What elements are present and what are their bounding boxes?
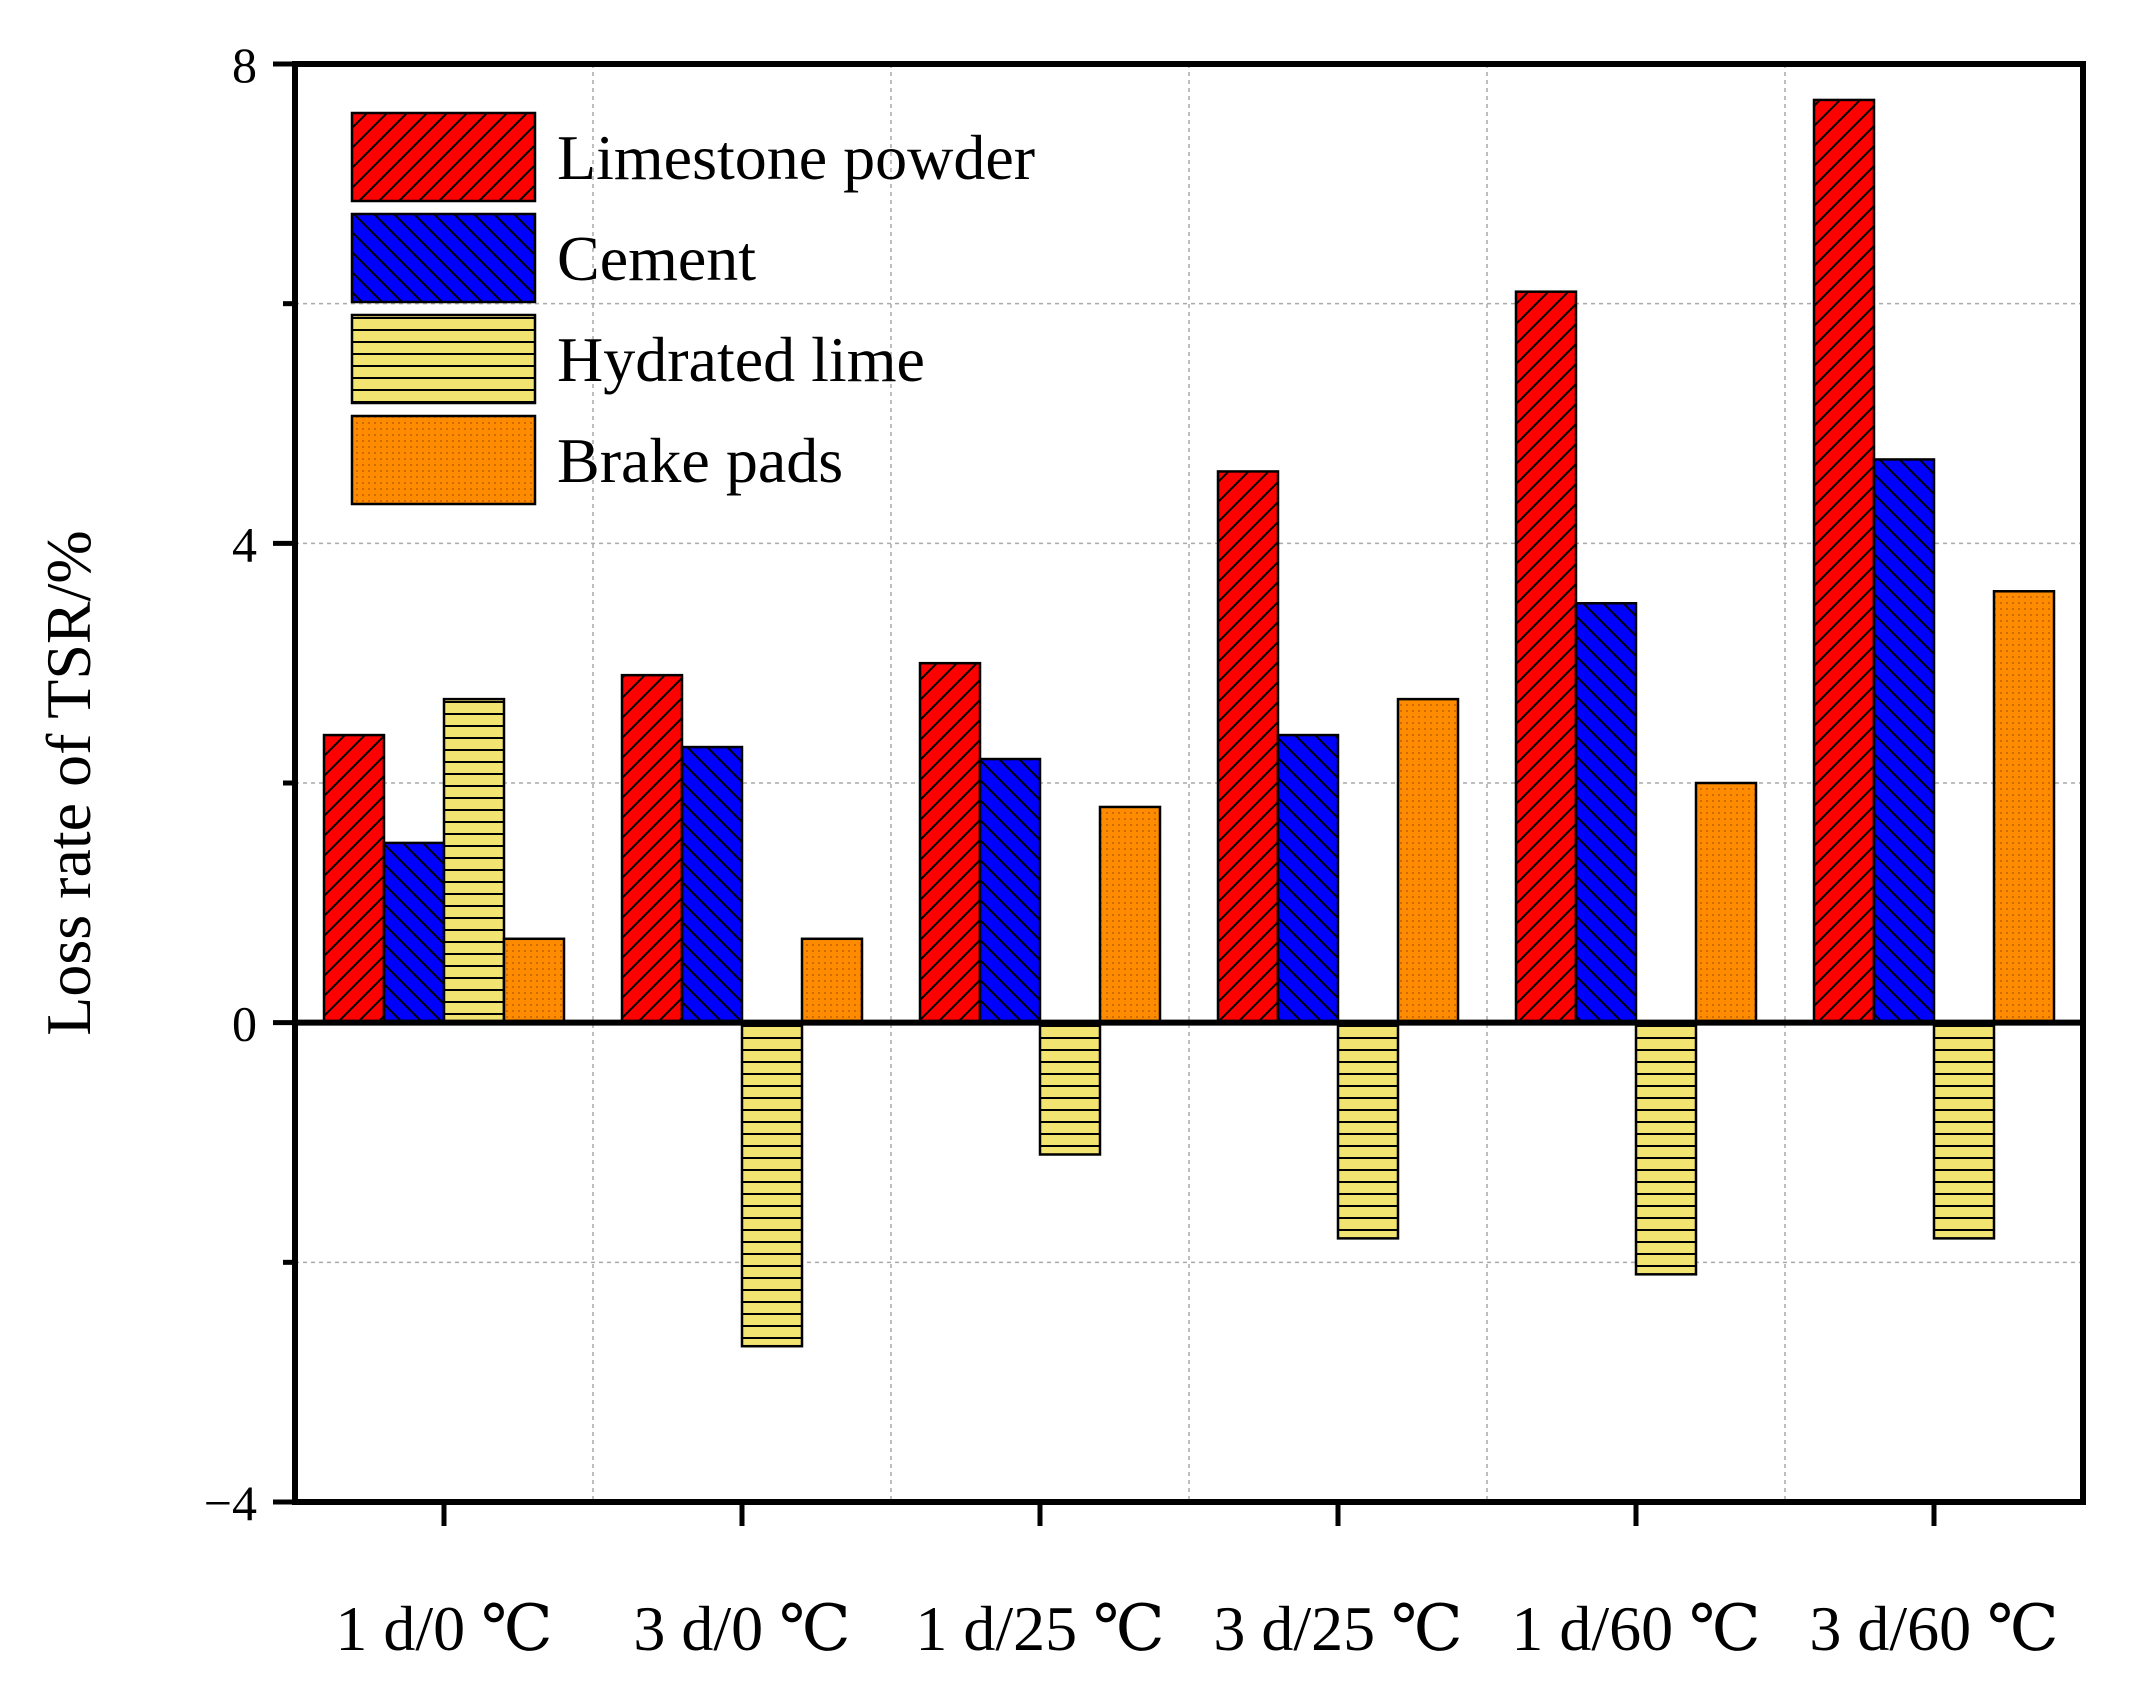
bar-brake-pads [502, 937, 566, 1024]
bar-limestone-powder [1216, 470, 1280, 1024]
bar-cement [1872, 458, 1936, 1024]
y-tick-label: −4 [204, 1475, 257, 1531]
legend: Limestone powder Cement Hydrated lime Brake… [350, 111, 1035, 506]
bar-cement [680, 745, 744, 1024]
bar-hydrated-lime [442, 697, 506, 1024]
bar-hydrated-lime [1932, 1021, 1996, 1240]
bar-cement [1574, 602, 1638, 1024]
y-axis: −4 0 4 8 [204, 37, 295, 1531]
x-tick-label: 3 d/60 ℃ [1809, 1593, 2058, 1664]
bar-hydrated-lime [1634, 1021, 1698, 1276]
y-axis-title: Loss rate of TSR/% [33, 530, 104, 1035]
bar-cement [382, 841, 446, 1024]
bar-limestone-powder [1514, 290, 1578, 1024]
legend-label: Brake pads [557, 425, 843, 496]
bar-limestone-powder [620, 673, 684, 1024]
legend-label: Hydrated lime [557, 324, 925, 395]
bar-brake-pads [1694, 781, 1758, 1024]
y-tick-label: 0 [232, 996, 257, 1052]
x-tick-label: 1 d/0 ℃ [335, 1593, 552, 1664]
bar-brake-pads [800, 937, 864, 1024]
legend-label: Limestone powder [557, 122, 1035, 193]
legend-swatch [350, 212, 537, 304]
bar-brake-pads [1396, 697, 1460, 1024]
bar-cement [978, 757, 1042, 1024]
legend-label: Cement [557, 223, 756, 294]
x-tick-label: 1 d/60 ℃ [1511, 1593, 1760, 1664]
bar-cement [1276, 733, 1340, 1024]
grid [295, 64, 2083, 1502]
x-tick-label: 3 d/25 ℃ [1213, 1593, 1462, 1664]
x-tick-label: 1 d/25 ℃ [915, 1593, 1164, 1664]
x-tick-label: 3 d/0 ℃ [633, 1593, 850, 1664]
bar-hydrated-lime [1038, 1021, 1102, 1156]
bar-hydrated-lime [740, 1021, 804, 1348]
y-tick-label: 4 [232, 516, 257, 572]
legend-swatch [350, 313, 537, 405]
x-axis: 1 d/0 ℃ 3 d/0 ℃ 1 d/25 ℃ 3 d/25 ℃ 1 d/60 ℃ 3 … [335, 1502, 2059, 1664]
bar-limestone-powder [1812, 98, 1876, 1024]
bar-limestone-powder [322, 733, 386, 1024]
legend-swatch [350, 414, 537, 506]
bar-brake-pads [1992, 590, 2056, 1024]
legend-swatch [350, 111, 537, 203]
bar-hydrated-lime [1336, 1021, 1400, 1240]
y-tick-label: 8 [232, 37, 257, 93]
bar-limestone-powder [918, 661, 982, 1024]
bar-brake-pads [1098, 805, 1162, 1024]
